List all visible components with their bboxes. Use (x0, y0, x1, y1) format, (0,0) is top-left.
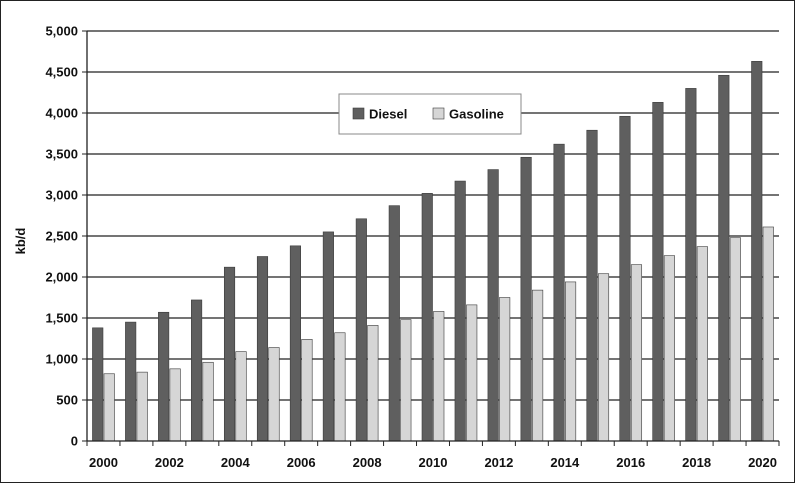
bar-diesel-2018 (685, 88, 697, 442)
bar-gasoline-2002 (169, 368, 181, 442)
x-tick-label: 2016 (616, 455, 645, 470)
y-tick-label: 1,500 (45, 311, 78, 326)
axes (86, 31, 779, 442)
bars (92, 61, 774, 442)
bar-diesel-2011 (454, 180, 466, 442)
bar-diesel-2002 (158, 311, 170, 442)
bar-diesel-2017 (652, 102, 664, 442)
y-axis-label: kb/d (13, 228, 28, 255)
y-tick-label: 5,000 (45, 24, 78, 39)
bar-gasoline-2012 (499, 297, 511, 442)
x-tick-label: 2000 (89, 455, 118, 470)
bar-gasoline-2003 (202, 361, 214, 442)
bar-gasoline-2016 (630, 264, 643, 442)
bar-diesel-2005 (256, 256, 269, 442)
bar-diesel-2000 (92, 327, 104, 442)
x-tick-label: 2020 (748, 455, 777, 470)
y-tick-label: 4,500 (45, 65, 78, 80)
bar-gasoline-2013 (532, 289, 544, 442)
bar-gasoline-2008 (367, 325, 379, 442)
bar-diesel-2010 (421, 193, 433, 442)
bar-diesel-2015 (586, 129, 598, 442)
x-tick-label: 2010 (419, 455, 448, 470)
bar-gasoline-2014 (565, 281, 577, 442)
y-tick-label: 1,000 (45, 352, 78, 367)
x-tick-label: 2008 (353, 455, 382, 470)
legend: Diesel Gasoline (338, 93, 522, 135)
bar-gasoline-2006 (301, 339, 313, 442)
legend-box (338, 93, 522, 135)
bar-diesel-2007 (322, 231, 334, 442)
bar-gasoline-2018 (696, 246, 708, 442)
bar-diesel-2012 (487, 169, 499, 442)
gridlines (87, 30, 779, 401)
x-tick-label: 2002 (155, 455, 184, 470)
y-tick-label: 2,000 (45, 270, 78, 285)
bar-diesel-2008 (355, 218, 367, 442)
bar-diesel-2019 (718, 74, 730, 442)
bar-gasoline-2010 (433, 311, 445, 442)
x-tick-label: 2012 (484, 455, 513, 470)
y-tick-label: 3,500 (45, 147, 78, 162)
bar-diesel-2004 (223, 266, 236, 442)
legend-label-diesel: Diesel (369, 107, 407, 122)
bar-gasoline-2017 (663, 255, 675, 442)
y-tick-labels: 0 500 1,000 1,500 2,000 2,500 3,000 3,500 4,000 4… (45, 24, 87, 449)
legend-swatch-diesel (352, 107, 365, 120)
x-tick-label: 2006 (287, 455, 316, 470)
y-tick-label: 2,500 (45, 229, 78, 244)
x-tick-label: 2004 (221, 455, 251, 470)
bar-gasoline-2005 (268, 347, 280, 442)
y-tick-label: 500 (56, 393, 78, 408)
bar-gasoline-2020 (762, 226, 774, 442)
bar-gasoline-2019 (729, 237, 741, 442)
x-tick-label: 2018 (682, 455, 711, 470)
bar-gasoline-2009 (400, 319, 412, 442)
bar-diesel-2009 (388, 205, 400, 442)
bar-gasoline-2004 (235, 351, 247, 442)
bar-diesel-2016 (619, 115, 631, 442)
bar-diesel-2006 (289, 245, 301, 442)
bar-diesel-2001 (125, 321, 137, 442)
bar-gasoline-2001 (136, 371, 148, 442)
bar-gasoline-2007 (334, 332, 346, 442)
bar-gasoline-2011 (466, 304, 478, 442)
bar-diesel-2003 (191, 299, 203, 442)
y-tick-label: 0 (71, 434, 78, 449)
y-tick-label: 3,000 (45, 188, 78, 203)
y-tick-label: 4,000 (45, 106, 78, 121)
bar-gasoline-2015 (597, 273, 610, 442)
legend-swatch-gasoline (432, 107, 445, 120)
x-tick-labels: 2000 2002 2004 2006 2008 2010 2012 2014 2016 2018… (86, 441, 780, 470)
legend-label-gasoline: Gasoline (449, 107, 504, 122)
bar-gasoline-2000 (103, 373, 115, 442)
bar-diesel-2013 (520, 156, 532, 442)
bar-diesel-2014 (553, 143, 565, 442)
x-tick-label: 2014 (550, 455, 580, 470)
bar-diesel-2020 (751, 61, 763, 442)
